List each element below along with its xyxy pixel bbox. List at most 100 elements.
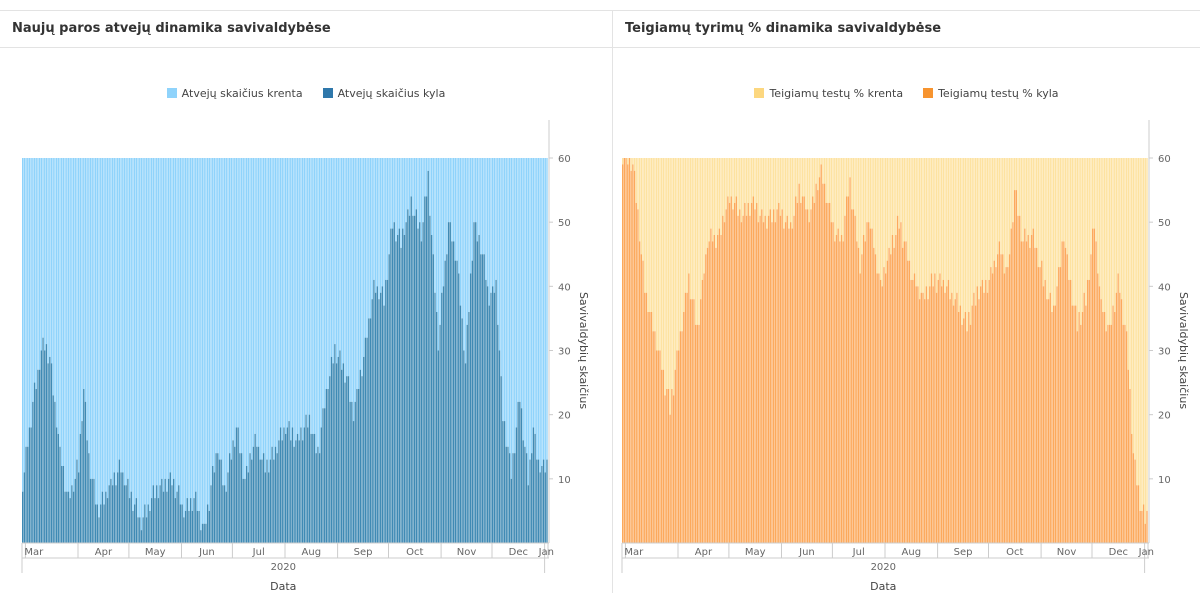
bar-rising bbox=[1120, 299, 1123, 543]
right-panel: Teigiamų tyrimų % dinamika savivaldybėse… bbox=[613, 11, 1200, 593]
bar-rising bbox=[1081, 312, 1084, 543]
bar-rising bbox=[776, 209, 778, 543]
bar-rising bbox=[144, 504, 146, 543]
bar-falling bbox=[1052, 158, 1055, 306]
bar-rising bbox=[1036, 247, 1038, 544]
right-legend: Teigiamų testų % krenta Teigiamų testų %… bbox=[613, 85, 1200, 101]
bar-rising bbox=[364, 337, 367, 543]
bar-rising bbox=[101, 491, 104, 543]
bar-falling bbox=[903, 158, 906, 242]
x-month-label: Aug bbox=[302, 547, 322, 558]
bar-falling bbox=[459, 158, 462, 306]
bar-rising bbox=[1063, 241, 1065, 543]
bar-rising bbox=[176, 491, 178, 543]
bar-rising bbox=[37, 369, 39, 543]
bar-falling bbox=[546, 158, 548, 460]
bar-falling bbox=[354, 158, 356, 402]
bar-falling bbox=[133, 158, 136, 505]
bar-rising bbox=[149, 510, 151, 543]
bar-rising bbox=[334, 344, 336, 543]
bar-falling bbox=[413, 158, 416, 216]
bar-rising bbox=[81, 421, 83, 543]
bar-rising bbox=[633, 170, 636, 543]
bar-rising bbox=[84, 401, 87, 543]
legend-swatch-left-falling bbox=[166, 88, 177, 98]
legend-item-right-falling[interactable]: Teigiamų testų % krenta bbox=[754, 85, 903, 101]
x-month-label: Apr bbox=[695, 547, 713, 558]
bar-rising bbox=[630, 170, 632, 543]
x-month-label: Apr bbox=[95, 547, 113, 558]
bar-falling bbox=[340, 158, 343, 370]
bar-falling bbox=[952, 158, 955, 306]
bar-falling bbox=[907, 158, 909, 261]
bar-rising bbox=[1022, 241, 1024, 543]
bar-rising bbox=[985, 279, 987, 543]
bar-falling bbox=[349, 158, 351, 402]
legend-item-left-rising[interactable]: Atvejų skaičius kyla bbox=[322, 85, 445, 101]
legend-item-left-falling[interactable]: Atvejų skaičius krenta bbox=[166, 85, 303, 101]
bar-rising bbox=[983, 292, 985, 543]
bar-falling bbox=[434, 158, 436, 293]
bar-falling bbox=[142, 158, 144, 518]
bar-rising bbox=[386, 279, 389, 543]
bar-rising bbox=[405, 222, 407, 543]
x-axis-title: Data bbox=[270, 580, 296, 593]
bar-falling bbox=[1039, 158, 1041, 268]
bar-falling bbox=[825, 158, 827, 203]
bar-rising bbox=[732, 209, 734, 543]
bar-rising bbox=[622, 164, 624, 543]
bar-rising bbox=[644, 292, 646, 543]
bar-falling bbox=[152, 158, 154, 486]
bar-falling bbox=[76, 158, 78, 460]
bar-falling bbox=[654, 158, 656, 332]
bar-falling bbox=[861, 158, 863, 255]
bar-rising bbox=[774, 222, 777, 543]
legend-swatch-left-rising bbox=[322, 88, 333, 98]
bar-falling bbox=[156, 158, 158, 486]
bar-rising bbox=[159, 485, 161, 543]
bar-rising bbox=[857, 247, 860, 544]
bar-rising bbox=[851, 209, 853, 543]
bar-rising bbox=[256, 446, 258, 543]
bar-rising bbox=[483, 254, 485, 543]
bar-rising bbox=[507, 446, 509, 543]
bar-rising bbox=[871, 228, 873, 543]
bar-rising bbox=[254, 433, 256, 543]
bar-falling bbox=[993, 158, 995, 261]
bar-rising bbox=[115, 485, 117, 543]
bar-rising bbox=[1000, 254, 1002, 543]
bar-falling bbox=[815, 158, 817, 184]
bar-falling bbox=[235, 158, 238, 428]
bar-falling bbox=[820, 158, 822, 165]
bar-rising bbox=[66, 491, 68, 543]
bar-rising bbox=[229, 453, 231, 543]
bar-rising bbox=[708, 241, 710, 543]
bar-falling bbox=[674, 158, 676, 370]
bar-falling bbox=[534, 158, 536, 434]
bar-rising bbox=[286, 427, 289, 543]
bar-rising bbox=[123, 485, 126, 543]
bar-rising bbox=[720, 235, 722, 543]
bar-falling bbox=[912, 158, 914, 280]
bar-falling bbox=[69, 158, 71, 499]
bar-falling bbox=[834, 158, 836, 242]
bar-falling bbox=[544, 158, 546, 473]
bar-rising bbox=[647, 312, 649, 543]
bar-rising bbox=[225, 491, 227, 543]
bar-falling bbox=[446, 158, 448, 255]
bar-falling bbox=[1142, 158, 1145, 505]
bar-falling bbox=[886, 158, 889, 261]
legend-item-right-rising[interactable]: Teigiamų testų % kyla bbox=[923, 85, 1059, 101]
bar-falling bbox=[918, 158, 921, 300]
bar-rising bbox=[315, 453, 317, 543]
bar-falling bbox=[773, 158, 775, 210]
bar-rising bbox=[849, 177, 851, 543]
bar-rising bbox=[711, 241, 714, 543]
bar-falling bbox=[106, 158, 109, 499]
bar-rising bbox=[749, 215, 751, 543]
bar-falling bbox=[234, 158, 236, 447]
bar-falling bbox=[852, 158, 855, 210]
bar-rising bbox=[380, 292, 382, 543]
bar-rising bbox=[966, 331, 968, 543]
bar-falling bbox=[188, 158, 190, 511]
